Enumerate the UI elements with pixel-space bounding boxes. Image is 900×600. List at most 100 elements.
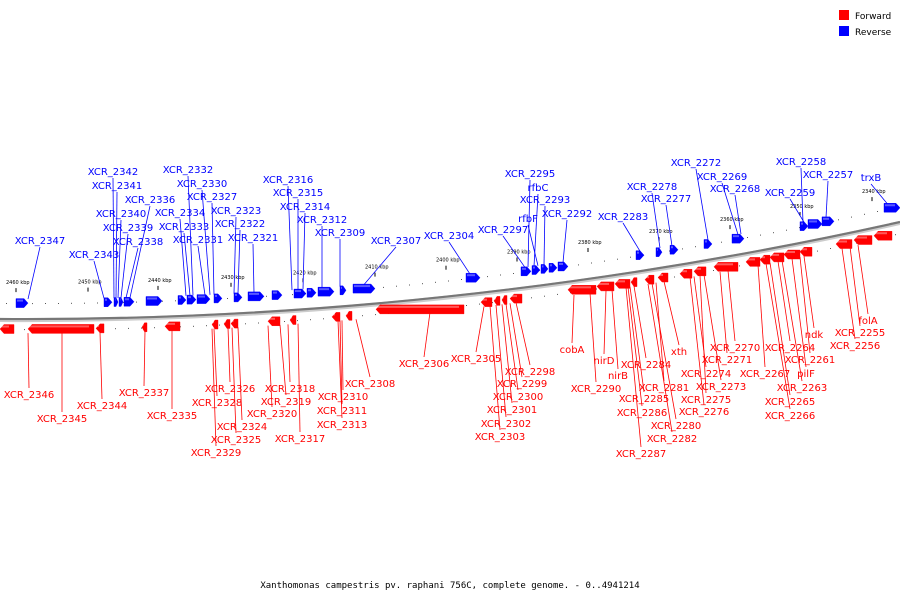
forward-gene-glyph[interactable]: [614, 279, 631, 289]
gene-label-xcr-2329[interactable]: XCR_2329: [191, 448, 242, 459]
gene-label-xcr-2268[interactable]: XCR_2268: [710, 184, 761, 195]
reverse-gene-glyph[interactable]: [807, 219, 823, 229]
forward-gene-glyph[interactable]: [644, 274, 655, 285]
reverse-gene-glyph[interactable]: [548, 263, 558, 273]
forward-gene-glyph[interactable]: [95, 323, 105, 334]
gene-label-xcr-2287[interactable]: XCR_2287: [616, 449, 667, 460]
gene-label-xcr-2255[interactable]: XCR_2255: [835, 328, 886, 339]
forward-gene-glyph[interactable]: [164, 321, 181, 332]
gene-label-xcr-2273[interactable]: XCR_2273: [696, 382, 747, 393]
gene-label-coba[interactable]: cobA: [560, 345, 585, 356]
forward-gene-glyph[interactable]: [873, 231, 893, 241]
gene-label-xcr-2292[interactable]: XCR_2292: [542, 209, 593, 220]
gene-label-xcr-2303[interactable]: XCR_2303: [475, 432, 526, 443]
gene-label-xcr-2318[interactable]: XCR_2318: [265, 384, 316, 395]
forward-gene-glyph[interactable]: [493, 296, 501, 306]
gene-label-xcr-2283[interactable]: XCR_2283: [598, 212, 649, 223]
gene-label-xcr-2269[interactable]: XCR_2269: [697, 172, 748, 183]
forward-gene-glyph[interactable]: [375, 304, 465, 315]
forward-gene-glyph[interactable]: [289, 315, 297, 325]
gene-label-xcr-2305[interactable]: XCR_2305: [451, 354, 502, 365]
gene-label-xcr-2259[interactable]: XCR_2259: [765, 188, 816, 199]
reverse-gene-glyph[interactable]: [196, 294, 211, 304]
reverse-gene-glyph[interactable]: [213, 293, 223, 304]
gene-label-xcr-2347[interactable]: XCR_2347: [15, 236, 66, 247]
gene-label-xcr-2325[interactable]: XCR_2325: [211, 435, 262, 446]
gene-label-xcr-2319[interactable]: XCR_2319: [261, 397, 312, 408]
forward-gene-glyph[interactable]: [223, 319, 231, 329]
gene-label-xcr-2256[interactable]: XCR_2256: [830, 341, 881, 352]
gene-label-xcr-2307[interactable]: XCR_2307: [371, 236, 422, 247]
gene-label-xcr-2328[interactable]: XCR_2328: [192, 398, 243, 409]
reverse-gene-glyph[interactable]: [293, 288, 307, 299]
gene-label-xcr-2298[interactable]: XCR_2298: [505, 367, 556, 378]
gene-label-xcr-2320[interactable]: XCR_2320: [247, 409, 298, 420]
gene-label-xcr-2274[interactable]: XCR_2274: [681, 369, 732, 380]
gene-label-pilf[interactable]: pilF: [797, 369, 815, 380]
gene-label-xcr-2284[interactable]: XCR_2284: [621, 360, 672, 371]
gene-label-xth[interactable]: xth: [671, 347, 687, 358]
gene-label-xcr-2285[interactable]: XCR_2285: [619, 394, 670, 405]
forward-gene-glyph[interactable]: [799, 247, 813, 257]
gene-label-xcr-2301[interactable]: XCR_2301: [487, 405, 538, 416]
gene-label-xcr-2271[interactable]: XCR_2271: [702, 355, 753, 366]
gene-label-xcr-2310[interactable]: XCR_2310: [318, 392, 369, 403]
forward-gene-glyph[interactable]: [345, 311, 353, 321]
gene-label-xcr-2270[interactable]: XCR_2270: [710, 343, 761, 354]
gene-label-xcr-2339[interactable]: XCR_2339: [103, 223, 154, 234]
gene-label-xcr-2280[interactable]: XCR_2280: [651, 421, 702, 432]
gene-label-xcr-2306[interactable]: XCR_2306: [399, 359, 450, 370]
gene-label-xcr-2265[interactable]: XCR_2265: [765, 397, 816, 408]
reverse-gene-glyph[interactable]: [465, 273, 481, 283]
reverse-gene-glyph[interactable]: [352, 283, 376, 294]
gene-label-xcr-2345[interactable]: XCR_2345: [37, 414, 88, 425]
reverse-gene-glyph[interactable]: [306, 288, 317, 298]
gene-label-xcr-2333[interactable]: XCR_2333: [159, 222, 210, 233]
reverse-gene-glyph[interactable]: [15, 298, 29, 308]
gene-label-xcr-2261[interactable]: XCR_2261: [785, 355, 836, 366]
gene-label-xcr-2309[interactable]: XCR_2309: [315, 228, 366, 239]
forward-gene-glyph[interactable]: [501, 295, 508, 305]
gene-label-xcr-2275[interactable]: XCR_2275: [681, 395, 732, 406]
gene-label-xcr-2332[interactable]: XCR_2332: [163, 165, 214, 176]
gene-label-xcr-2263[interactable]: XCR_2263: [777, 383, 828, 394]
gene-label-xcr-2302[interactable]: XCR_2302: [481, 419, 532, 430]
gene-label-xcr-2327[interactable]: XCR_2327: [187, 192, 238, 203]
gene-label-xcr-2272[interactable]: XCR_2272: [671, 158, 722, 169]
reverse-gene-glyph[interactable]: [821, 216, 835, 227]
reverse-gene-glyph[interactable]: [113, 297, 119, 307]
gene-label-xcr-2346[interactable]: XCR_2346: [4, 390, 55, 401]
gene-label-xcr-2276[interactable]: XCR_2276: [679, 407, 730, 418]
gene-label-xcr-2326[interactable]: XCR_2326: [205, 384, 256, 395]
forward-gene-glyph[interactable]: [745, 257, 761, 267]
gene-label-ndk[interactable]: ndk: [805, 330, 824, 341]
gene-label-xcr-2312[interactable]: XCR_2312: [297, 215, 348, 226]
gene-label-xcr-2267[interactable]: XCR_2267: [740, 369, 791, 380]
gene-label-xcr-2281[interactable]: XCR_2281: [639, 383, 690, 394]
gene-label-xcr-2286[interactable]: XCR_2286: [617, 408, 668, 419]
gene-label-xcr-2323[interactable]: XCR_2323: [211, 206, 262, 217]
gene-label-xcr-2340[interactable]: XCR_2340: [96, 209, 147, 220]
reverse-gene-glyph[interactable]: [177, 295, 187, 305]
reverse-gene-glyph[interactable]: [557, 261, 569, 272]
reverse-gene-glyph[interactable]: [520, 266, 532, 277]
reverse-gene-glyph[interactable]: [703, 239, 713, 249]
gene-label-fola[interactable]: folA: [858, 316, 877, 327]
gene-label-xcr-2295[interactable]: XCR_2295: [505, 169, 556, 180]
forward-gene-glyph[interactable]: [630, 277, 638, 287]
reverse-gene-glyph[interactable]: [339, 285, 347, 296]
forward-gene-glyph[interactable]: [596, 281, 615, 292]
forward-gene-glyph[interactable]: [567, 285, 597, 295]
gene-label-xcr-2315[interactable]: XCR_2315: [273, 188, 324, 199]
gene-label-xcr-2336[interactable]: XCR_2336: [125, 195, 176, 206]
reverse-gene-glyph[interactable]: [186, 294, 197, 305]
gene-label-xcr-2304[interactable]: XCR_2304: [424, 231, 475, 242]
gene-label-xcr-2282[interactable]: XCR_2282: [647, 434, 698, 445]
reverse-gene-glyph[interactable]: [271, 290, 283, 300]
gene-label-xcr-2311[interactable]: XCR_2311: [317, 406, 368, 417]
gene-label-xcr-2297[interactable]: XCR_2297: [478, 225, 529, 236]
forward-gene-glyph[interactable]: [679, 269, 693, 279]
forward-gene-glyph[interactable]: [211, 319, 219, 330]
forward-gene-glyph[interactable]: [141, 322, 148, 333]
gene-label-xcr-2299[interactable]: XCR_2299: [497, 379, 548, 390]
